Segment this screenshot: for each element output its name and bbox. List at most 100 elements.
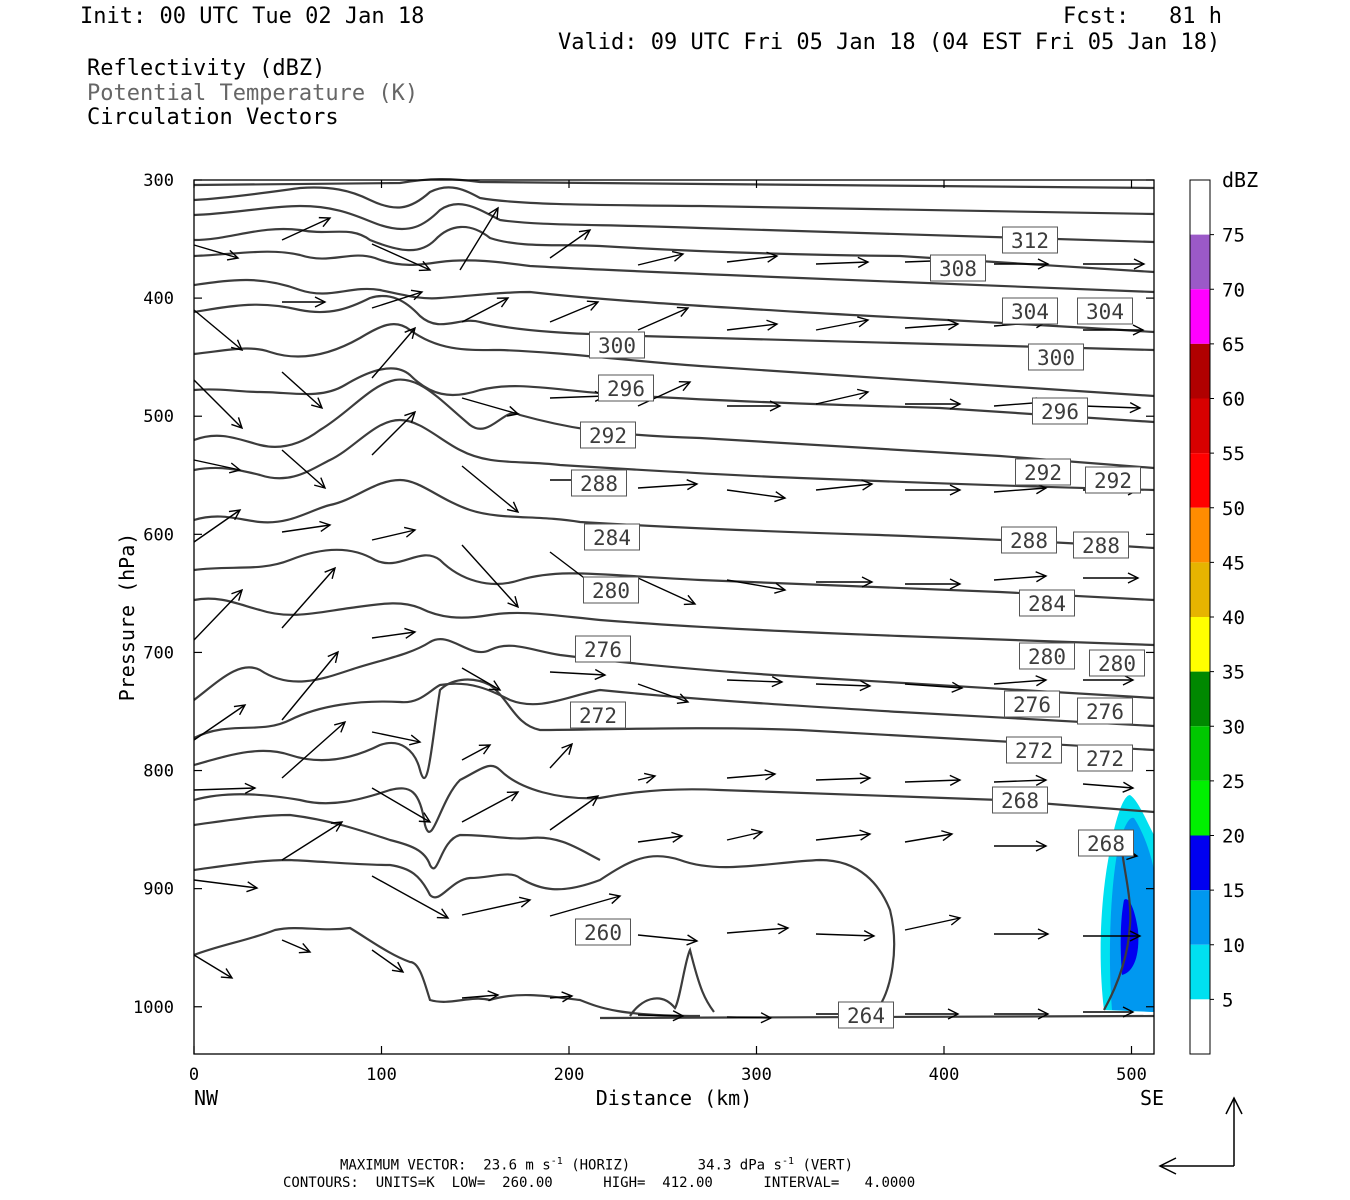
theta-label-box <box>570 701 626 729</box>
footer-contours: CONTOURS: UNITS=K LOW= 260.00 HIGH= 412.… <box>283 1175 916 1191</box>
vector-shaft <box>637 483 698 489</box>
vector-head <box>859 829 872 841</box>
theta-label-box <box>1032 397 1088 425</box>
theta-label-box <box>1077 744 1133 772</box>
vector-head <box>233 704 247 716</box>
legend-potential-temperature: Potential Temperature (K) <box>87 81 419 106</box>
vector-head <box>857 256 870 268</box>
colorbar-segment <box>1190 944 1210 1000</box>
vector-shaft <box>193 704 246 741</box>
vector-shaft <box>193 954 233 979</box>
vector-head <box>327 650 339 664</box>
vector-head <box>1035 571 1048 583</box>
vector-head <box>1133 258 1146 270</box>
circulation-vector <box>815 772 872 784</box>
theta-label-box <box>575 918 631 946</box>
vector-shaft <box>1082 405 1141 409</box>
theta-contour-line <box>193 225 1155 274</box>
colorbar-level-label: 30 <box>1222 716 1245 738</box>
vector-head <box>947 319 960 331</box>
theta-label: 276 <box>1013 693 1051 717</box>
vector-shaft <box>281 721 346 779</box>
vector-head <box>1127 572 1140 584</box>
colorbar-segment <box>1190 234 1210 290</box>
circulation-vector <box>815 930 876 942</box>
circulation-vector <box>815 256 870 268</box>
theta-contour-line <box>193 294 1155 352</box>
vector-head <box>769 400 782 412</box>
circulation-vector <box>371 289 424 309</box>
circulation-vector <box>371 875 450 919</box>
vector-head <box>686 479 699 491</box>
vector-shaft <box>904 683 963 689</box>
circulation-vector <box>549 742 574 769</box>
circulation-vector <box>193 379 244 430</box>
theta-contour-line <box>193 367 1155 424</box>
vector-shaft <box>281 939 311 953</box>
vector-head <box>1129 402 1142 414</box>
circulation-vector <box>549 668 607 681</box>
theta-label: 264 <box>847 1004 885 1028</box>
colorbar-segment <box>1190 617 1210 672</box>
vector-head <box>947 1008 960 1020</box>
max-vert-value: 34.3 dPa s <box>697 1157 782 1174</box>
circulation-vector <box>549 229 592 259</box>
circulation-vector <box>461 791 520 823</box>
theta-label: 296 <box>607 377 645 401</box>
vector-head <box>561 991 574 1003</box>
circulation-vector <box>637 831 684 843</box>
theta-contour-line <box>193 378 1155 470</box>
theta-contour-line <box>1103 849 1132 1011</box>
theta-label-box <box>1002 226 1058 254</box>
circulation-vector <box>549 300 600 323</box>
vector-shaft <box>904 833 953 843</box>
colorbar-level-label: 35 <box>1222 662 1245 684</box>
circulation-vector <box>281 520 332 533</box>
circulation-vector <box>1083 930 1142 942</box>
theta-label-box <box>575 635 631 663</box>
vector-head <box>330 821 344 832</box>
vector-head <box>856 388 870 400</box>
vector-head <box>404 627 417 639</box>
theta-contour-line <box>193 418 1155 492</box>
vector-head <box>949 578 962 590</box>
theta-label-box <box>992 786 1048 814</box>
vector-head <box>231 588 244 601</box>
theta-contour-line <box>193 682 1155 739</box>
vector-head <box>771 676 784 688</box>
colorbar-segment <box>1190 562 1210 617</box>
colorbar-level-label: 50 <box>1222 498 1245 520</box>
colorbar-level-label: 55 <box>1222 443 1245 465</box>
vector-head <box>506 405 520 417</box>
vector-head <box>314 477 327 490</box>
theta-contour-line <box>193 478 1155 550</box>
vector-shaft <box>726 489 786 499</box>
circulation-vector <box>461 744 492 761</box>
vector-shaft <box>371 731 421 743</box>
vector-head <box>436 908 450 919</box>
vector-shaft <box>371 243 431 271</box>
theta-label: 296 <box>1041 400 1079 424</box>
circulation-vector <box>193 954 234 979</box>
vector-head <box>863 930 876 942</box>
theta-contour-line <box>193 548 1155 602</box>
circulation-vector <box>905 484 962 496</box>
circulation-vector <box>281 449 327 490</box>
theta-label: 300 <box>1037 346 1075 370</box>
colorbar-level-label: 60 <box>1222 389 1245 411</box>
theta-contour-labels: 312 308 304 304 300 300 296 296 292 292 292 288 288 2… <box>570 226 1145 1029</box>
circulation-vector <box>371 526 417 541</box>
theta-label: 304 <box>1011 300 1049 324</box>
vector-shaft <box>281 567 336 629</box>
vector-head <box>643 772 657 784</box>
circulation-vector <box>459 206 499 271</box>
vector-head <box>1122 674 1135 686</box>
circulation-vector <box>549 390 607 402</box>
y-axis-label: Pressure (hPa) <box>115 533 139 702</box>
circulation-vector <box>281 216 332 241</box>
circulation-vector <box>815 316 870 331</box>
theta-label: 268 <box>1001 789 1039 813</box>
circulation-vector <box>461 465 520 513</box>
colorbar-title: dBZ <box>1222 168 1258 192</box>
vector-head <box>230 339 244 352</box>
